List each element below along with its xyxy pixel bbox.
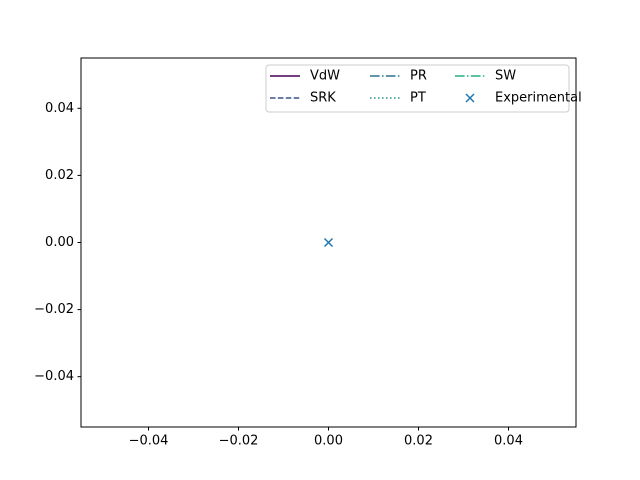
legend-label: PT [410, 91, 426, 106]
legend-box [265, 64, 570, 113]
legend-label: VdW [310, 69, 340, 84]
scatter-point [323, 237, 334, 248]
x-tick-label: 0.04 [494, 434, 523, 449]
y-tick-label: 0.02 [45, 168, 74, 183]
legend-label: PR [410, 69, 427, 84]
legend-label: SW [495, 69, 516, 84]
y-tick-label: −0.04 [34, 369, 74, 384]
legend-label: Experimental [495, 91, 582, 106]
legend-label: SRK [310, 91, 336, 106]
y-tick-label: 0.00 [45, 235, 74, 250]
x-tick-label: −0.02 [219, 434, 259, 449]
x-tick-label: 0.02 [404, 434, 433, 449]
legend-marker [465, 93, 475, 103]
y-tick-label: −0.02 [34, 302, 74, 317]
x-tick-label: −0.04 [129, 434, 169, 449]
y-tick-label: 0.04 [45, 101, 74, 116]
x-tick-label: 0.00 [314, 434, 343, 449]
